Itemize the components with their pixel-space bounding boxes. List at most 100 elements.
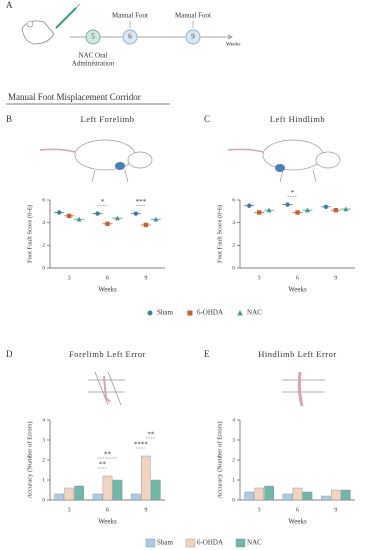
timeline-node-label: 9 <box>191 33 195 41</box>
timeline-node-label: 5 <box>91 33 95 41</box>
mean-marker <box>285 202 290 207</box>
bar <box>141 455 151 501</box>
legend-swatch <box>145 538 156 548</box>
y-tick-label: 6 <box>232 197 235 203</box>
significance-label: **** <box>134 441 149 449</box>
timeline-top-label: Manual Foot <box>175 12 211 20</box>
x-axis-label: Weeks <box>288 518 307 526</box>
x-axis-label: Weeks <box>98 286 117 294</box>
mean-marker <box>57 210 62 215</box>
y-tick-label: 2 <box>42 457 45 463</box>
x-axis-label: Weeks <box>98 518 117 526</box>
y-tick-label: 1 <box>232 477 235 483</box>
x-axis-label: Weeks <box>288 286 307 294</box>
x-tick-label: 6 <box>106 507 109 513</box>
mean-marker <box>343 206 349 212</box>
bar <box>102 475 113 501</box>
legend-label: NAC <box>247 539 262 547</box>
mouse-illustration <box>39 139 153 183</box>
y-tick-label: 0 <box>42 265 45 271</box>
timeline-arrow <box>227 34 233 40</box>
significance-label: * <box>101 198 105 206</box>
y-tick-label: 0 <box>42 497 45 503</box>
mean-marker <box>323 204 329 209</box>
mean-marker <box>256 210 262 215</box>
x-tick-label: 9 <box>334 275 337 281</box>
panel-label: E <box>204 349 210 359</box>
x-tick-label: 6 <box>296 507 299 513</box>
y-axis-label: Foot Fault Score (0-6) <box>216 205 223 263</box>
bar <box>112 479 123 501</box>
timeline-node-label: 6 <box>128 33 132 41</box>
mouse-illustration <box>227 139 341 183</box>
bar <box>74 485 84 501</box>
mean-marker <box>295 210 300 215</box>
x-tick-label: 9 <box>144 275 147 281</box>
timeline-node <box>85 29 101 45</box>
y-tick-label: 3 <box>42 437 45 443</box>
legend-swatch <box>185 538 196 548</box>
timeline-node <box>185 29 201 45</box>
bar <box>254 487 264 501</box>
mouse-head-icon <box>21 3 81 45</box>
bar <box>341 489 351 501</box>
x-tick-label: 3 <box>68 507 71 513</box>
mean-marker <box>237 310 243 316</box>
mean-marker <box>147 310 153 316</box>
significance-label: *** <box>136 198 147 206</box>
timeline-axis-label: Weeks <box>226 41 241 47</box>
y-tick-label: 4 <box>232 417 235 423</box>
panel-label: D <box>6 349 13 359</box>
bar <box>264 485 274 501</box>
y-tick-label: 0 <box>232 265 235 271</box>
timeline-bottom-label: NAC Oral <box>79 52 108 60</box>
bar <box>131 493 141 501</box>
ladder-illustration <box>88 371 125 406</box>
significance-label: ** <box>104 451 112 459</box>
mean-marker <box>305 207 310 213</box>
chart-title: Forelimb Left Error <box>69 349 146 359</box>
chart-title: Left Hindlimb <box>270 114 325 124</box>
y-tick-label: 2 <box>232 457 235 463</box>
mean-marker <box>187 310 193 316</box>
mean-marker <box>266 207 272 213</box>
legend-label: Sham <box>157 539 174 547</box>
bar <box>92 493 103 501</box>
x-tick-label: 9 <box>334 507 337 513</box>
timeline-bottom-label: Administration <box>72 60 115 68</box>
mean-marker <box>133 211 139 216</box>
bar <box>64 487 74 501</box>
y-tick-label: 4 <box>42 220 45 226</box>
legend-swatch <box>235 538 246 548</box>
x-tick-label: 3 <box>258 507 261 513</box>
y-tick-label: 4 <box>232 220 235 226</box>
y-tick-label: 4 <box>42 417 45 423</box>
mean-marker <box>247 203 252 208</box>
significance-label: ** <box>99 461 107 469</box>
mean-marker <box>115 215 120 221</box>
x-tick-label: 9 <box>144 507 147 513</box>
x-tick-label: 3 <box>68 275 71 281</box>
chart-title: Hindlimb Left Error <box>258 349 336 359</box>
timeline-top-label: Manual Foot <box>112 12 148 20</box>
legend-label: 6-OHDA <box>197 309 223 317</box>
significance-label: ** <box>147 431 155 439</box>
mean-marker <box>143 222 149 228</box>
bar <box>244 491 255 501</box>
ladder-illustration <box>282 371 325 407</box>
panel-label: B <box>6 114 12 124</box>
y-axis-label: Accuracy (Number of Errors) <box>26 421 33 498</box>
section-title: Manual Foot Misplacement Corridor <box>8 92 141 102</box>
x-tick-label: 3 <box>258 275 261 281</box>
bar <box>321 495 331 501</box>
mean-marker <box>95 211 100 216</box>
y-axis-label: Accuracy (Number of Errors) <box>216 421 223 498</box>
bar <box>292 487 303 501</box>
legend-label: Sham <box>157 309 174 317</box>
y-tick-label: 3 <box>232 437 235 443</box>
legend-label: NAC <box>247 309 262 317</box>
chart-title: Left Forelimb <box>81 114 135 124</box>
timeline-node <box>122 29 138 45</box>
significance-label: * <box>291 189 295 197</box>
legend-label: 6-OHDA <box>197 539 223 547</box>
